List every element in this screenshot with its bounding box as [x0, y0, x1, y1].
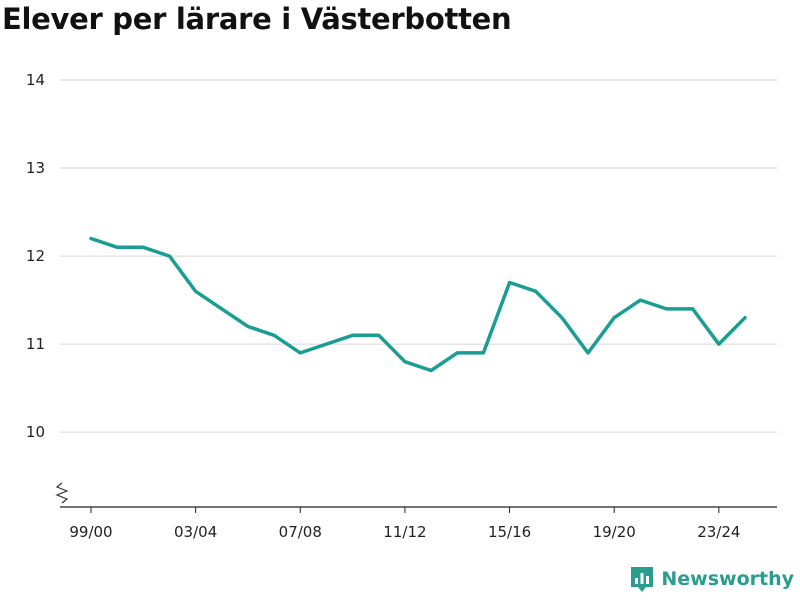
x-axis-ticks: 99/00 03/04 07/08 11/12 15/16 19/20 23/24	[69, 507, 740, 541]
data-point	[482, 351, 485, 355]
data-point	[168, 254, 171, 258]
bar-chart-logo-icon	[631, 567, 654, 592]
data-point	[377, 334, 380, 337]
y-tick-label: 10	[26, 423, 45, 441]
brand-logo: Newsworthy	[629, 565, 794, 593]
data-point	[508, 281, 511, 284]
data-point	[299, 351, 302, 355]
data-point	[115, 246, 119, 249]
y-tick-label: 13	[26, 159, 45, 177]
x-tick-label: 11/12	[383, 523, 426, 541]
y-tick-label: 11	[26, 335, 45, 353]
data-point	[456, 351, 459, 355]
x-tick-label: 15/16	[488, 523, 531, 541]
data-point	[534, 290, 537, 293]
y-tick-label: 14	[26, 71, 45, 89]
data-point	[665, 307, 668, 311]
gridlines	[60, 79, 777, 433]
y-axis-ticks: 10 11 12 13 14	[26, 71, 45, 441]
series-line	[89, 236, 747, 373]
x-tick-label: 19/20	[593, 523, 636, 541]
data-point	[613, 316, 616, 319]
x-tick-label: 07/08	[279, 523, 322, 541]
data-point	[691, 307, 694, 311]
data-point	[586, 351, 590, 355]
axis-break-icon	[55, 482, 69, 504]
brand-name: Newsworthy	[661, 568, 794, 590]
y-tick-label: 12	[26, 247, 45, 265]
data-point	[351, 334, 354, 337]
data-point	[717, 342, 721, 346]
x-tick-label: 03/04	[174, 523, 217, 541]
data-point	[325, 342, 328, 346]
series-group	[89, 236, 747, 373]
data-point	[403, 360, 407, 363]
data-point	[560, 316, 564, 319]
data-point	[142, 246, 145, 249]
data-point	[89, 237, 93, 240]
data-point	[639, 298, 642, 302]
data-point	[246, 325, 250, 328]
data-point	[272, 334, 276, 337]
x-tick-label: 99/00	[69, 523, 112, 541]
data-point	[743, 316, 747, 319]
data-point	[429, 369, 433, 372]
x-tick-label: 23/24	[697, 523, 740, 541]
data-point	[220, 307, 223, 311]
chart-title: Elever per lärare i Västerbotten	[2, 2, 512, 36]
data-point	[194, 290, 197, 293]
